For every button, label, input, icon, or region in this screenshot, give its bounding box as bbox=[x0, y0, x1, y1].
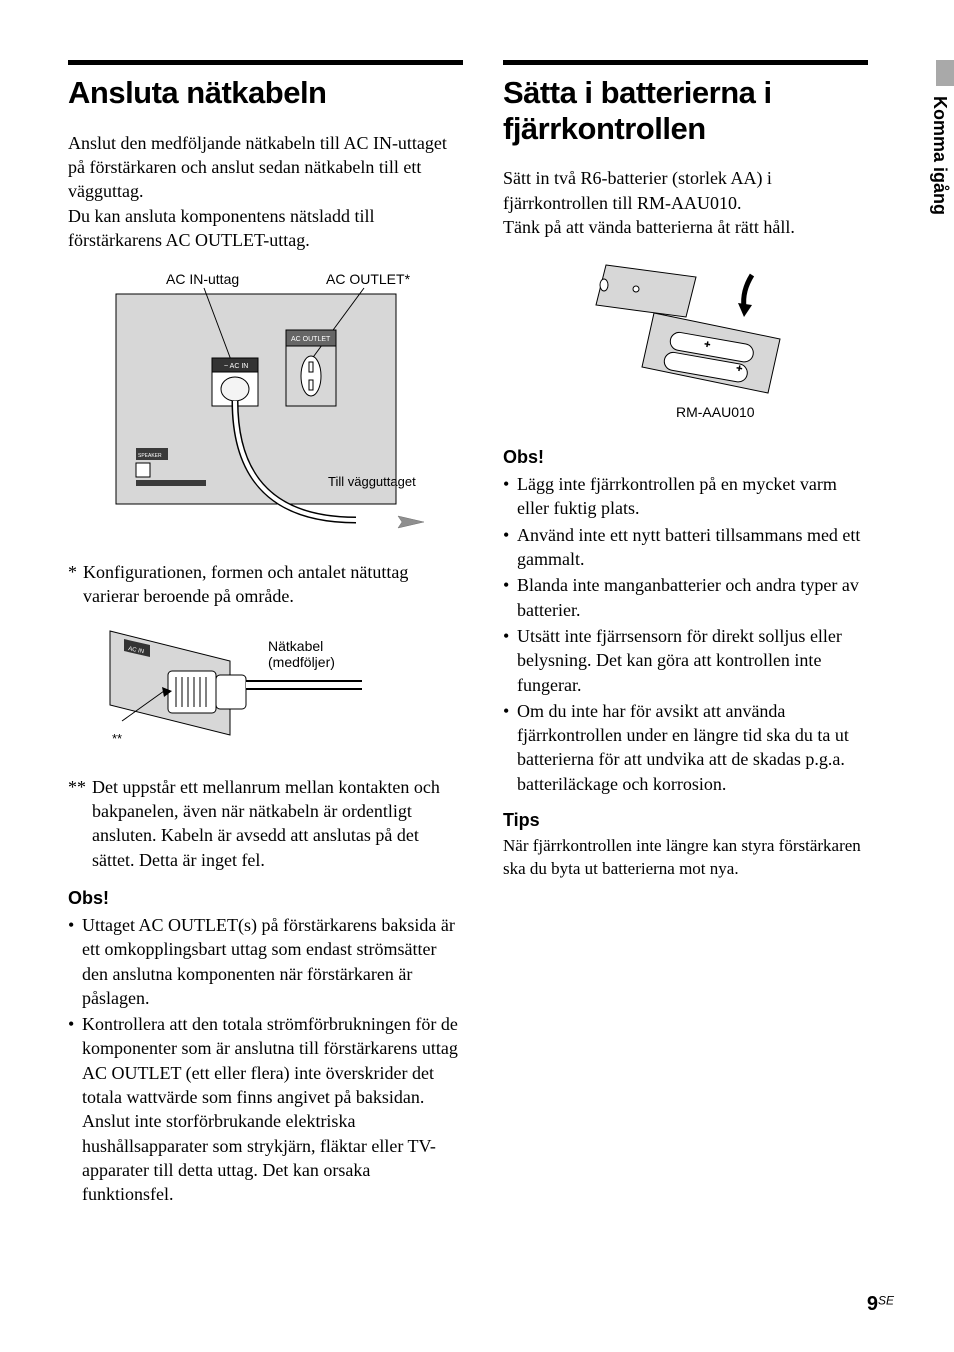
cable-label-2: (medföljer) bbox=[268, 654, 335, 670]
list-item: Blanda inte manganbatterier och andra ty… bbox=[503, 573, 868, 622]
footnote-2: ** Det uppstår ett mellanrum mellan kont… bbox=[68, 775, 463, 872]
side-tab-label: Komma igång bbox=[929, 96, 950, 215]
side-tab-bar bbox=[936, 60, 954, 86]
section-rule bbox=[503, 60, 868, 65]
svg-text:SPEAKER: SPEAKER bbox=[138, 453, 162, 459]
left-obs-list: Uttaget AC OUTLET(s) på förstärkarens ba… bbox=[68, 913, 463, 1207]
right-obs-list: Lägg inte fjärrkontrollen på en mycket v… bbox=[503, 472, 868, 796]
tips-text: När fjärrkontrollen inte längre kan styr… bbox=[503, 835, 868, 881]
page-number-value: 9 bbox=[867, 1293, 878, 1315]
two-column-layout: Ansluta nätkabeln Anslut den medföljande… bbox=[68, 60, 898, 1208]
left-obs-heading: Obs! bbox=[68, 888, 463, 909]
list-item: Om du inte har för avsikt att använda fj… bbox=[503, 699, 868, 796]
footnote-2-mark: ** bbox=[68, 775, 86, 872]
label-wall-outlet: Till vägguttaget bbox=[328, 474, 416, 489]
remote-model-label: RM-AAU010 bbox=[676, 404, 755, 420]
footnote-1-text: Konfigurationen, formen och antalet nätu… bbox=[83, 560, 463, 609]
diagram-ac-panel: AC IN-uttag AC OUTLET* AC OUTLET bbox=[68, 270, 463, 540]
right-title: Sätta i batterierna i fjärrkontrollen bbox=[503, 75, 868, 146]
side-section-tab: Komma igång bbox=[916, 60, 954, 270]
section-rule bbox=[68, 60, 463, 65]
footnote-1: * Konfigurationen, formen och antalet nä… bbox=[68, 560, 463, 609]
label-ac-in: AC IN-uttag bbox=[166, 271, 239, 287]
list-item: Uttaget AC OUTLET(s) på förstärkarens ba… bbox=[68, 913, 463, 1010]
remote-illustration: + + RM-AAU010 bbox=[546, 257, 826, 427]
diagram-cable: AC IN ** Nätkabel (medföljer) bbox=[68, 625, 463, 755]
diagram-stars: ** bbox=[112, 731, 122, 746]
left-title: Ansluta nätkabeln bbox=[68, 75, 463, 111]
list-item: Kontrollera att den totala strömförbrukn… bbox=[68, 1012, 463, 1206]
arrow-icon bbox=[398, 516, 424, 528]
footnote-1-mark: * bbox=[68, 560, 77, 609]
list-item: Utsätt inte fjärrsensorn för direkt soll… bbox=[503, 624, 868, 697]
left-column: Ansluta nätkabeln Anslut den medföljande… bbox=[68, 60, 463, 1208]
tips-heading: Tips bbox=[503, 810, 868, 831]
right-column: Sätta i batterierna i fjärrkontrollen Sä… bbox=[503, 60, 898, 1208]
right-obs-heading: Obs! bbox=[503, 447, 868, 468]
left-intro: Anslut den medföljande nätkabeln till AC… bbox=[68, 131, 463, 252]
cable-illustration: AC IN ** Nätkabel (medföljer) bbox=[92, 625, 372, 755]
svg-text:~ AC IN: ~ AC IN bbox=[224, 363, 248, 370]
list-item: Använd inte ett nytt batteri tillsammans… bbox=[503, 523, 868, 572]
label-ac-outlet: AC OUTLET* bbox=[326, 271, 411, 287]
cable-label-1: Nätkabel bbox=[268, 638, 323, 654]
svg-text:AC OUTLET: AC OUTLET bbox=[291, 336, 331, 343]
page-number-suffix: SE bbox=[878, 1293, 894, 1307]
page-number: 9SE bbox=[867, 1293, 894, 1316]
diagram-remote: + + RM-AAU010 bbox=[503, 257, 868, 427]
footnote-2-text: Det uppstår ett mellanrum mellan kontakt… bbox=[92, 775, 463, 872]
list-item: Lägg inte fjärrkontrollen på en mycket v… bbox=[503, 472, 868, 521]
right-intro: Sätt in två R6-batterier (storlek AA) i … bbox=[503, 166, 868, 239]
ac-panel-illustration: AC IN-uttag AC OUTLET* AC OUTLET bbox=[96, 270, 436, 540]
